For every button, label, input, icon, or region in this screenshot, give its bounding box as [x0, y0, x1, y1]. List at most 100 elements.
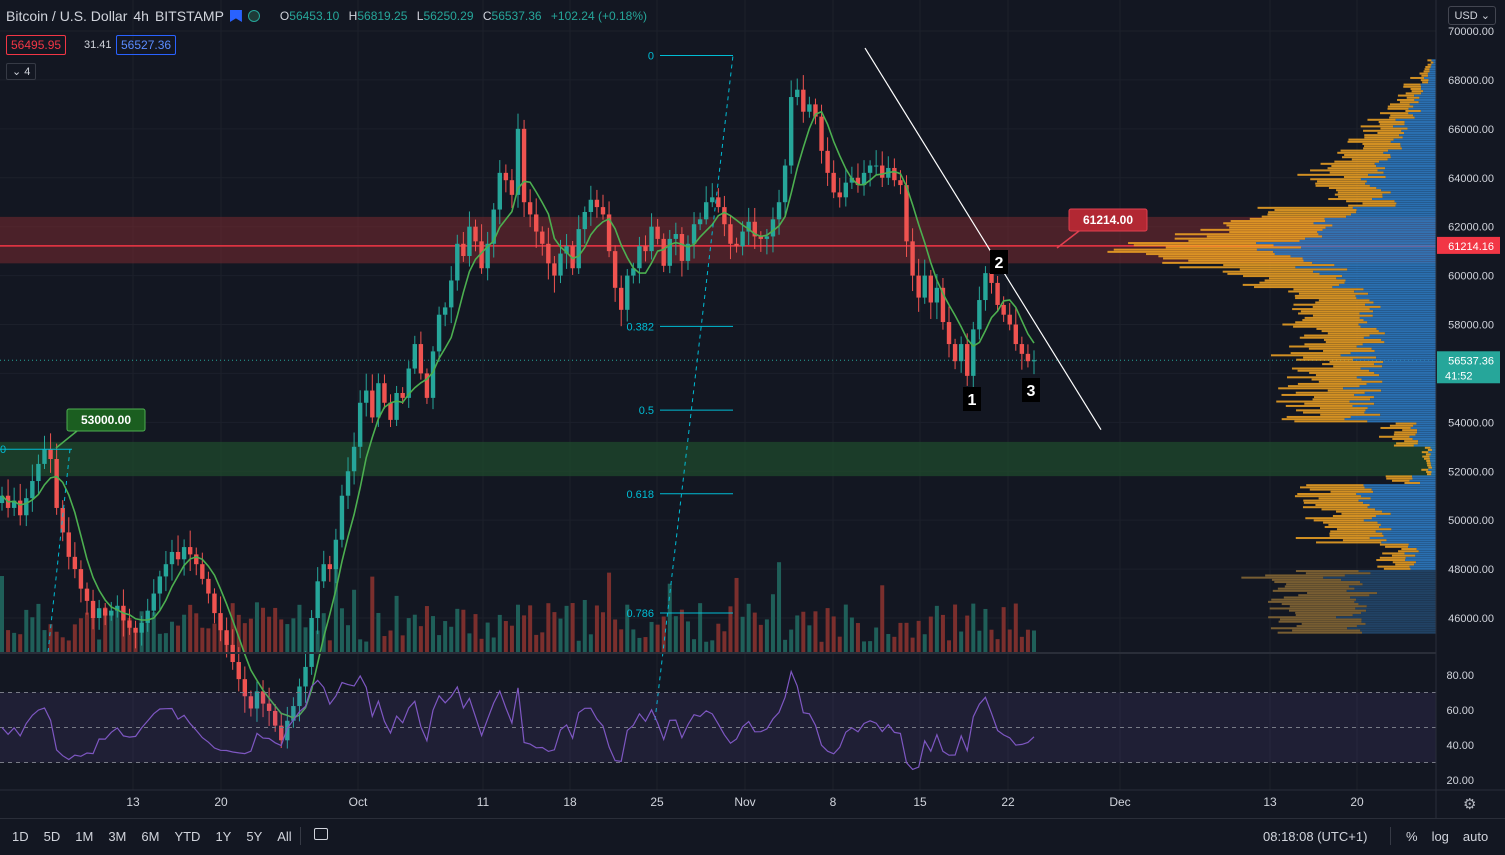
profile-bar-up	[1264, 279, 1346, 282]
candle-body	[236, 662, 241, 680]
profile-bar-down	[1364, 486, 1436, 489]
profile-bar-down	[1396, 202, 1436, 205]
profile-bar-up	[1364, 145, 1401, 148]
volume-bar	[370, 576, 375, 652]
volume-bar	[758, 624, 763, 652]
profile-bar-down	[1350, 415, 1436, 418]
profile-bar-up	[1286, 376, 1357, 379]
profile-bar-up	[1387, 105, 1414, 108]
scale-options: % log auto	[1406, 829, 1488, 844]
candle-body	[151, 593, 156, 611]
candle-body	[364, 390, 369, 403]
profile-bar-up	[1270, 627, 1348, 630]
profile-bar-up	[1391, 554, 1416, 557]
candle-body	[958, 344, 964, 362]
currency-select[interactable]: USD ⌄	[1448, 6, 1496, 25]
profile-bar-up	[1319, 407, 1368, 410]
range-ytd[interactable]: YTD	[174, 829, 201, 844]
candle-body	[576, 229, 581, 269]
profile-bar-down	[1352, 206, 1436, 209]
profile-bar-up	[1293, 288, 1364, 291]
profile-bar-up	[1351, 158, 1388, 161]
range-6m[interactable]: 6M	[141, 829, 160, 844]
profile-bar-down	[1336, 277, 1436, 280]
buy-price-button[interactable]: 56527.36	[116, 35, 177, 55]
gear-icon[interactable]: ⚙	[1463, 796, 1477, 813]
volume-bar	[48, 624, 53, 652]
profile-bar-up	[1333, 365, 1383, 368]
profile-bar-up	[1327, 389, 1382, 392]
profile-bar-up	[1379, 556, 1406, 559]
profile-bar-down	[1405, 559, 1436, 562]
range-1m[interactable]: 1M	[75, 829, 94, 844]
interval-label[interactable]: 4h	[133, 8, 149, 24]
profile-bar-down	[1402, 136, 1436, 139]
volume-bar	[607, 572, 612, 652]
profile-bar-down	[1416, 422, 1436, 425]
price-tick-label: 70000.00	[1448, 26, 1494, 38]
volume-bar	[594, 605, 599, 652]
profile-bar-up	[1424, 446, 1431, 449]
profile-bar-up	[1426, 473, 1432, 476]
profile-bar-down	[1423, 90, 1436, 93]
profile-bar-down	[1356, 345, 1436, 348]
profile-bar-down	[1374, 162, 1436, 165]
indicators-toggle[interactable]: ⌄ 4	[6, 63, 37, 80]
profile-bar-down	[1376, 187, 1436, 190]
volume-bar	[904, 622, 909, 652]
log-toggle[interactable]: log	[1431, 829, 1449, 844]
profile-bar-down	[1365, 409, 1436, 412]
candle-body	[819, 116, 824, 151]
auto-toggle[interactable]: auto	[1462, 829, 1489, 844]
profile-bar-down	[1401, 129, 1436, 132]
profile-bar-down	[1376, 356, 1436, 359]
calendar-icon[interactable]	[314, 828, 328, 840]
volume-bar	[570, 603, 575, 652]
candle-body	[746, 221, 751, 232]
price-chart[interactable]: 0 0.382 0.5 0.618 0.786 0 70000.00 68000.00 660…	[0, 0, 1505, 818]
profile-bar-down	[1382, 380, 1436, 383]
candle-body	[400, 392, 405, 398]
volume-bar	[315, 630, 320, 652]
range-all[interactable]: All	[277, 829, 292, 844]
range-5d[interactable]: 5D	[43, 829, 61, 844]
candle-body	[612, 251, 618, 288]
percent-toggle[interactable]: %	[1406, 829, 1418, 844]
sell-price-button[interactable]: 56495.95	[6, 35, 67, 55]
volume-bar	[868, 641, 873, 652]
volume-bar	[72, 624, 77, 652]
profile-bar-down	[1374, 371, 1436, 374]
flag-icon[interactable]	[229, 10, 242, 22]
range-1d[interactable]: 1D	[12, 829, 29, 844]
volume-bar	[1007, 629, 1012, 652]
profile-bar-up	[1261, 215, 1347, 218]
clock-label[interactable]: 08:18:08 (UTC+1)	[1263, 829, 1368, 844]
profile-bar-down	[1362, 343, 1436, 346]
profile-bar-down	[1350, 596, 1436, 599]
market-status-icon[interactable]	[247, 10, 260, 22]
candle-body	[78, 569, 84, 589]
candle-body	[187, 547, 193, 555]
profile-bar-down	[1382, 195, 1436, 198]
profile-bar-up	[1380, 112, 1409, 115]
profile-bar-up	[1395, 563, 1415, 566]
profile-bar-up	[1269, 607, 1356, 610]
profile-bar-down	[1370, 572, 1436, 575]
range-1y[interactable]: 1Y	[215, 829, 232, 844]
profile-bar-up	[1330, 530, 1376, 533]
symbol-title[interactable]: Bitcoin / U.S. Dollar	[6, 8, 128, 24]
profile-bar-up	[1302, 506, 1368, 509]
profile-bar-up	[1301, 622, 1366, 625]
range-3m[interactable]: 3M	[108, 829, 127, 844]
range-5y[interactable]: 5Y	[246, 829, 263, 844]
profile-bar-down	[1352, 358, 1436, 361]
volume-bar	[467, 633, 472, 652]
profile-bar-down	[1383, 534, 1436, 537]
profile-bar-down	[1428, 468, 1436, 471]
profile-bar-up	[1421, 74, 1429, 77]
profile-bar-up	[1336, 528, 1392, 531]
profile-bar-down	[1388, 149, 1436, 152]
profile-bar-up	[1291, 367, 1361, 370]
candle-body	[485, 243, 490, 269]
volume-bar	[546, 603, 551, 652]
